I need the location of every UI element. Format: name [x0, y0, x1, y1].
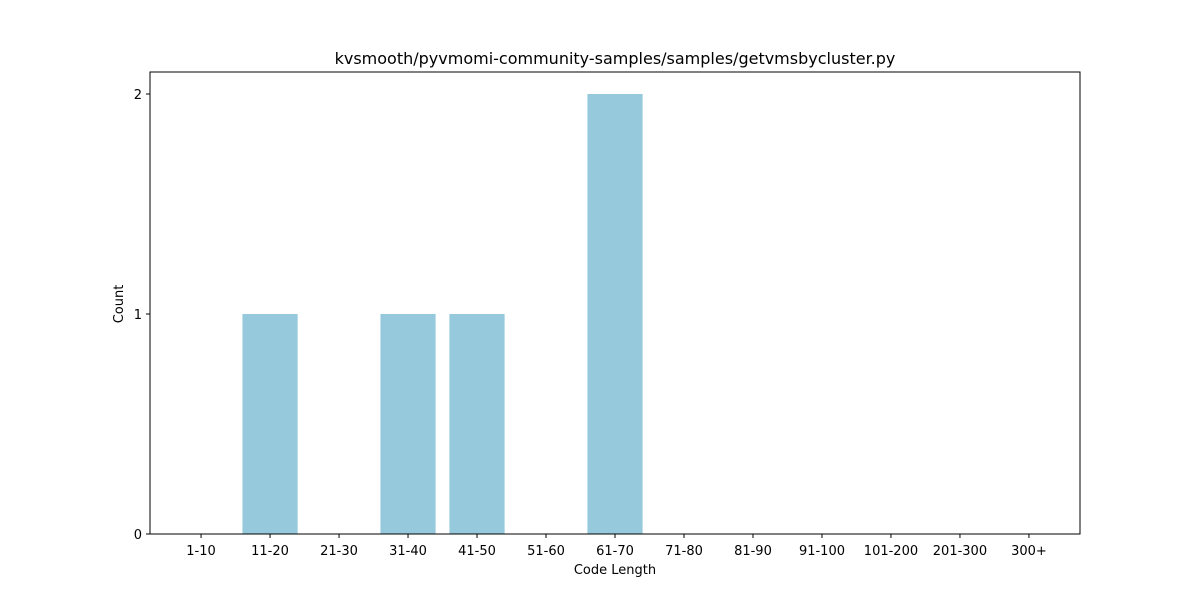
- y-ticks: 0 1 2: [134, 88, 150, 543]
- y-tick-label: 0: [134, 528, 142, 543]
- x-axis-label: Code Length: [574, 563, 656, 578]
- x-tick-label: 61-70: [596, 544, 634, 559]
- plot-frame: [149, 71, 1081, 535]
- y-tick-label: 1: [134, 308, 142, 323]
- x-tick-label: 1-10: [186, 544, 216, 559]
- bars-layer: [242, 94, 643, 534]
- x-tick-label: 101-200: [864, 544, 918, 559]
- x-ticks: 1-10 11-20 21-30 31-40 41-50 51-60 61-70 71-80 8…: [186, 534, 1047, 559]
- x-tick-label: 81-90: [734, 544, 772, 559]
- y-axis-label: Count: [112, 285, 127, 324]
- bar-41-50: [449, 314, 505, 534]
- x-tick-label: 31-40: [389, 544, 427, 559]
- bar-61-70: [587, 94, 643, 534]
- x-tick-label: 91-100: [799, 544, 845, 559]
- x-tick-label: 21-30: [320, 544, 358, 559]
- x-tick-label: 201-300: [933, 544, 987, 559]
- chart-title: kvsmooth/pyvmomi-community-samples/sampl…: [335, 49, 896, 68]
- x-tick-label: 71-80: [665, 544, 703, 559]
- bar-11-20: [242, 314, 298, 534]
- x-tick-label: 41-50: [458, 544, 496, 559]
- bar-31-40: [380, 314, 436, 534]
- x-tick-label: 11-20: [251, 544, 289, 559]
- x-tick-label: 300+: [1011, 544, 1047, 559]
- y-tick-label: 2: [134, 88, 142, 103]
- x-tick-label: 51-60: [527, 544, 565, 559]
